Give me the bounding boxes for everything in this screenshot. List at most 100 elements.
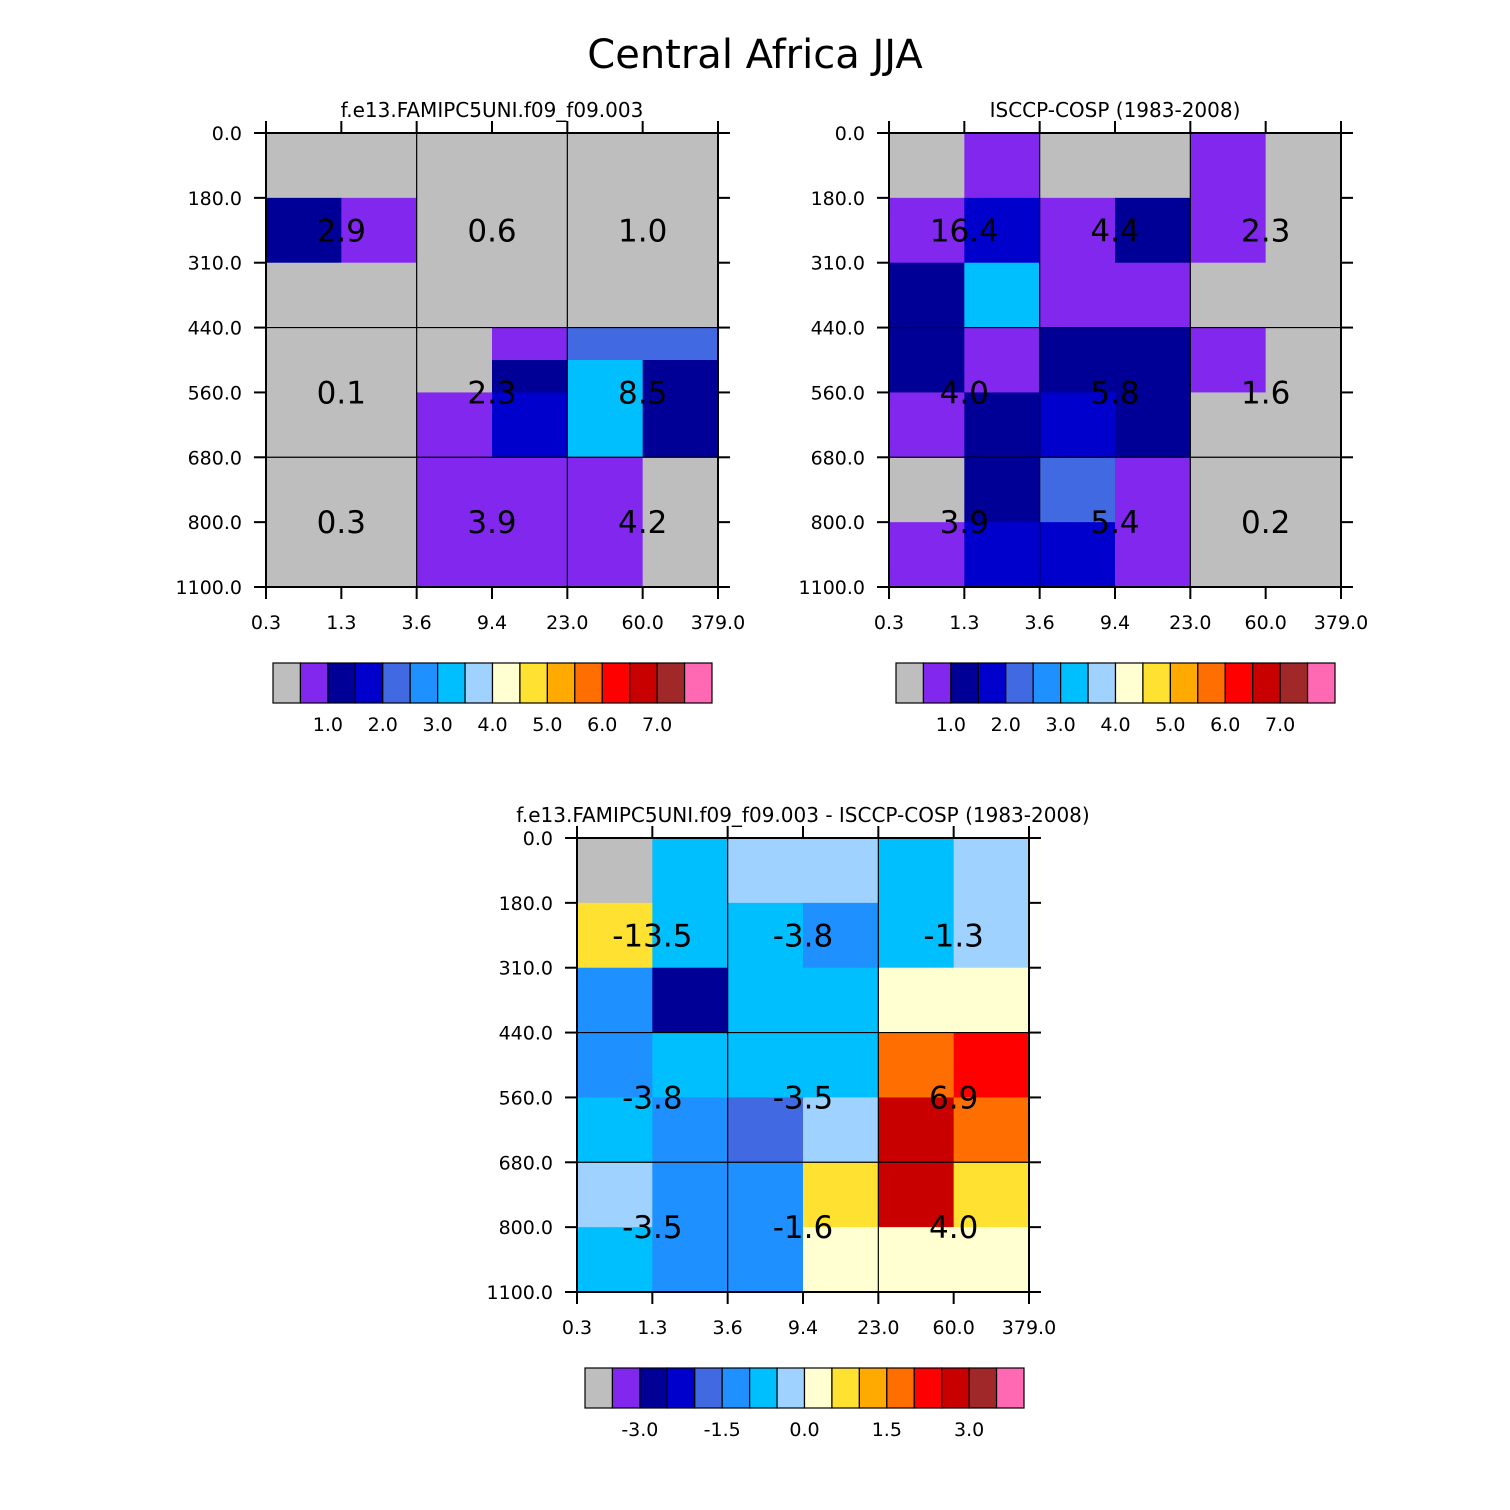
y-tick-label: 680.0 (188, 447, 242, 469)
heatmap-cell (416, 327, 493, 361)
colorbar-swatch (382, 662, 411, 704)
heatmap-cell (567, 133, 644, 199)
heatmap-cell (803, 1162, 879, 1228)
heatmap-cell (577, 1162, 653, 1228)
heatmap-cell (266, 262, 342, 329)
heatmap-cell (964, 197, 1041, 264)
heatmap-cell (878, 902, 955, 969)
heatmap-cell (889, 457, 965, 523)
page-title: Central Africa JJA (587, 32, 923, 78)
colorbar-swatch (519, 662, 548, 704)
heatmap-cell (1265, 327, 1342, 393)
colorbar-swatch (1032, 662, 1062, 704)
heatmap-cell (727, 1097, 804, 1163)
group-value-label: 4.0 (940, 375, 989, 411)
group-value-label: 1.6 (1241, 375, 1290, 411)
y-tick-label: 310.0 (499, 958, 553, 980)
colorbar-swatch (1169, 662, 1199, 704)
group-value-label: 5.4 (1090, 505, 1139, 541)
heatmap-cell (964, 457, 1041, 523)
colorbar-swatch (886, 1367, 915, 1409)
x-tick-label: 0.3 (874, 612, 904, 634)
heatmap-cell (1039, 262, 1116, 329)
heatmap-cell (341, 522, 418, 588)
y-tick-label: 800.0 (499, 1217, 553, 1239)
heatmap-cell (577, 1097, 653, 1163)
heatmap-cell (1265, 457, 1342, 523)
group-value-label: 1.0 (618, 213, 667, 249)
y-tick-label: 310.0 (811, 253, 865, 275)
group-value-label: 5.8 (1090, 375, 1139, 411)
colorbar-swatch (611, 1367, 641, 1409)
heatmap-cell (567, 327, 644, 361)
heatmap-cell (266, 424, 342, 458)
x-tick-label: 60.0 (622, 612, 664, 634)
heatmap-cell (266, 327, 342, 361)
colorbar-swatch (409, 662, 439, 704)
heatmap-cell (889, 392, 965, 458)
panel-difference: f.e13.FAMIPC5UNI.f09_f09.003 - ISCCP-COS… (487, 803, 1090, 1441)
colorbar-swatch (1087, 662, 1117, 704)
x-tick-label: 379.0 (1002, 1317, 1056, 1339)
heatmap-cell (416, 457, 493, 523)
y-tick-label: 180.0 (811, 188, 865, 210)
y-tick-label: 800.0 (811, 512, 865, 534)
heatmap-cell (492, 424, 568, 458)
colorbar-swatch (1224, 662, 1254, 704)
group-value-label: 4.4 (1090, 213, 1139, 249)
colorbar-swatch (629, 662, 658, 704)
heatmap-cell (727, 1162, 804, 1228)
heatmap-cell (341, 360, 418, 393)
heatmap-cell (953, 1227, 1030, 1293)
y-tick-label: 0.0 (835, 123, 865, 145)
heatmap-cell (416, 133, 493, 199)
heatmap-cell (953, 902, 1030, 969)
colorbar-swatch (1197, 662, 1226, 704)
heatmap-cell (727, 1032, 804, 1098)
y-tick-label: 440.0 (188, 318, 242, 340)
colorbar-swatch (968, 1367, 998, 1409)
x-tick-label: 1.3 (326, 612, 356, 634)
colorbar-tick-label: 4.0 (477, 714, 507, 736)
colorbar-swatch (694, 1367, 723, 1409)
x-tick-label: 0.3 (251, 612, 281, 634)
colorbar-tick-label: -3.0 (621, 1419, 658, 1441)
heatmap-cell (1265, 133, 1342, 199)
heatmap-cell (652, 1227, 729, 1293)
heatmap-cell (642, 360, 719, 393)
heatmap-cell (889, 197, 965, 264)
group-value-label: 2.3 (1241, 213, 1290, 249)
colorbar-swatch (941, 1367, 970, 1409)
colorbar-swatch (803, 1367, 833, 1409)
heatmap-cell (803, 838, 879, 904)
y-tick-label: 800.0 (188, 512, 242, 534)
heatmap-cell (1039, 522, 1116, 588)
colorbar-swatch (1060, 662, 1089, 704)
heatmap-cell (1039, 197, 1116, 264)
colorbar-swatch (601, 662, 631, 704)
heatmap-cell (341, 424, 418, 458)
heatmap-cell (1039, 457, 1116, 523)
heatmap-cell (803, 967, 879, 1034)
group-value-label: -3.8 (773, 918, 834, 954)
colorbar-swatch (1114, 662, 1144, 704)
x-tick-label: 23.0 (546, 612, 588, 634)
colorbar-swatch (272, 662, 302, 704)
heatmap-cell (878, 1032, 955, 1098)
heatmap-cell (878, 1162, 955, 1228)
heatmap-cell (567, 360, 644, 393)
heatmap-cell (1115, 457, 1191, 523)
panel-title: ISCCP-COSP (1983-2008) (990, 98, 1241, 122)
heatmap-cell (1115, 133, 1191, 199)
heatmap-cell (567, 424, 644, 458)
heatmap-cell (889, 133, 965, 199)
group-value-label: 4.2 (618, 505, 667, 541)
y-tick-label: 440.0 (811, 318, 865, 340)
colorbar-swatch (437, 662, 466, 704)
colorbar-swatch (639, 1367, 668, 1409)
group-value-label: 0.3 (317, 505, 366, 541)
colorbar-swatch (776, 1367, 806, 1409)
heatmap-cell (416, 522, 493, 588)
y-tick-label: 560.0 (811, 382, 865, 404)
